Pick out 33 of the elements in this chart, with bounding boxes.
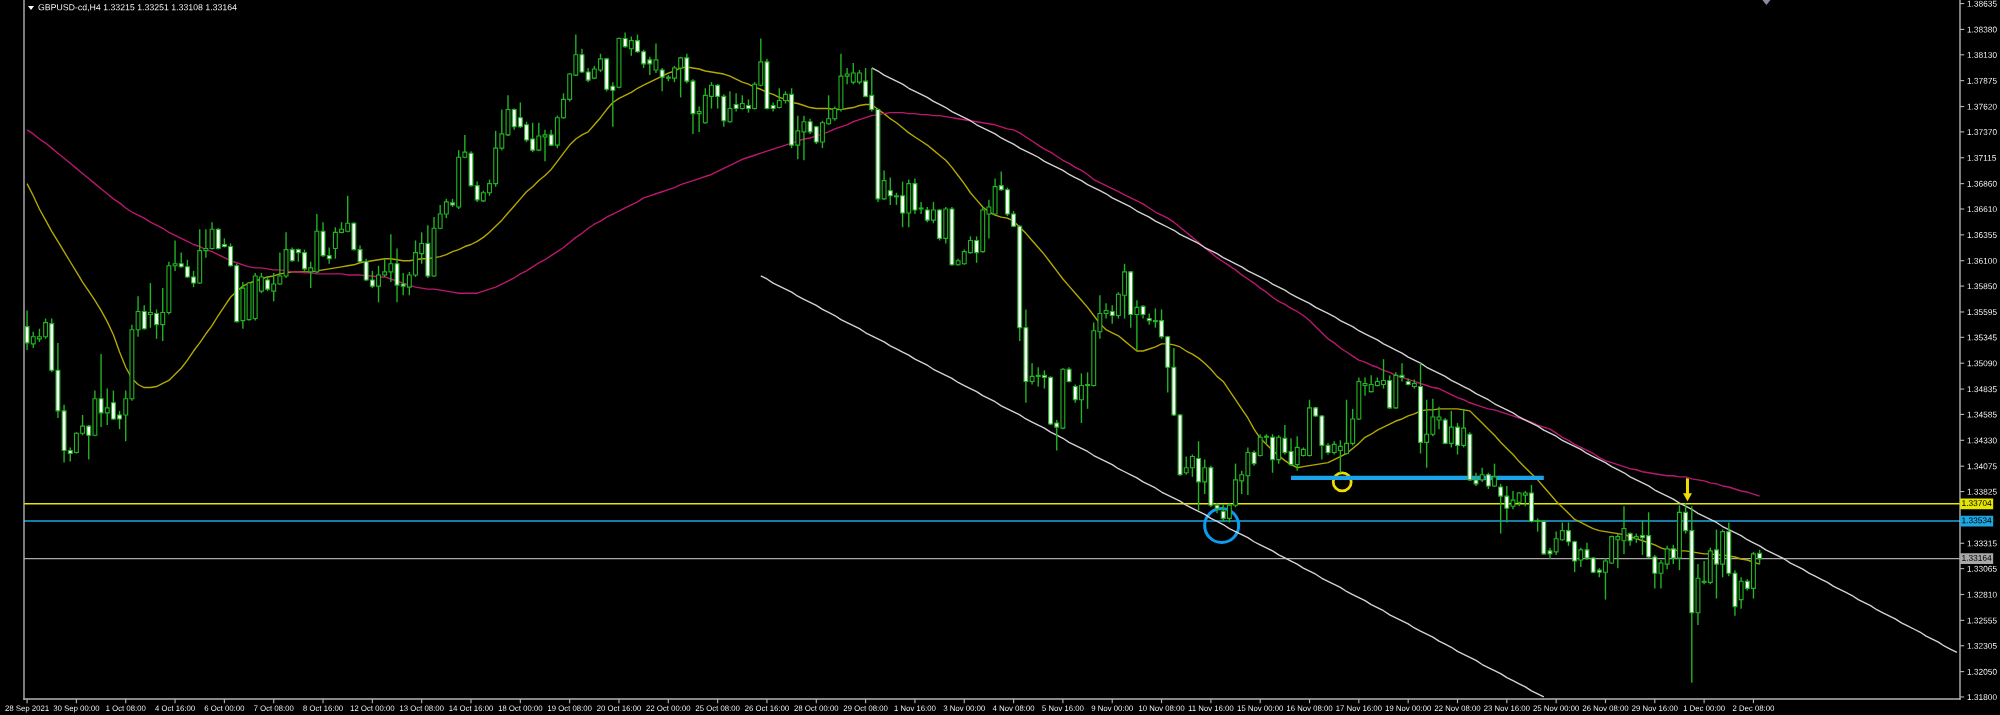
y-tick-label: 1.32810 xyxy=(1967,591,1997,598)
y-tick-label: 1.34330 xyxy=(1967,437,1997,444)
y-tick-label: 1.38130 xyxy=(1967,51,1997,58)
y-tick-label: 1.33825 xyxy=(1967,488,1997,495)
y-tick-label: 1.34075 xyxy=(1967,463,1997,470)
y-tick-label: 1.34835 xyxy=(1967,386,1997,393)
y-tick-label: 1.32305 xyxy=(1967,642,1997,649)
y-tick-label: 1.36355 xyxy=(1967,232,1997,238)
y-tick-label: 1.35345 xyxy=(1967,334,1997,341)
y-tick-label: 1.37875 xyxy=(1967,77,1997,84)
y-tick-label: 1.35595 xyxy=(1967,309,1997,316)
y-tick-label: 1.32050 xyxy=(1967,668,1997,675)
y-tick-label: 1.36860 xyxy=(1967,180,1997,187)
ref-line-label: 1.33534 xyxy=(1962,517,1992,524)
y-tick-label: 1.37620 xyxy=(1967,103,1997,110)
y-tick-label: 1.38380 xyxy=(1967,26,1997,33)
y-tick-label: 1.37370 xyxy=(1967,129,1997,135)
y-tick-label: 1.32555 xyxy=(1967,617,1997,624)
y-tick-label: 1.35090 xyxy=(1967,360,1997,367)
y-tick-label: 1.35850 xyxy=(1967,283,1997,290)
ref-line-label: 1.33704 xyxy=(1962,500,1992,507)
y-tick-label: 1.31800 xyxy=(1967,694,1997,701)
y-tick-label: 1.33065 xyxy=(1967,565,1997,572)
y-tick-label: 1.38635 xyxy=(1967,0,1997,7)
y-tick-label: 1.34585 xyxy=(1967,411,1997,418)
chart-title: GBPUSD-cd,H4 1.33215 1.33251 1.33108 1.33164 xyxy=(38,3,237,12)
y-tick-label: 1.36100 xyxy=(1967,257,1997,264)
y-tick-label: 1.37115 xyxy=(1967,154,1997,161)
line-series xyxy=(760,275,1545,698)
line-series xyxy=(871,67,1958,654)
ref-line-label: 1.33164 xyxy=(1962,554,1992,561)
y-tick-label: 1.33315 xyxy=(1967,540,1997,547)
y-tick-label: 1.36610 xyxy=(1967,206,1997,213)
